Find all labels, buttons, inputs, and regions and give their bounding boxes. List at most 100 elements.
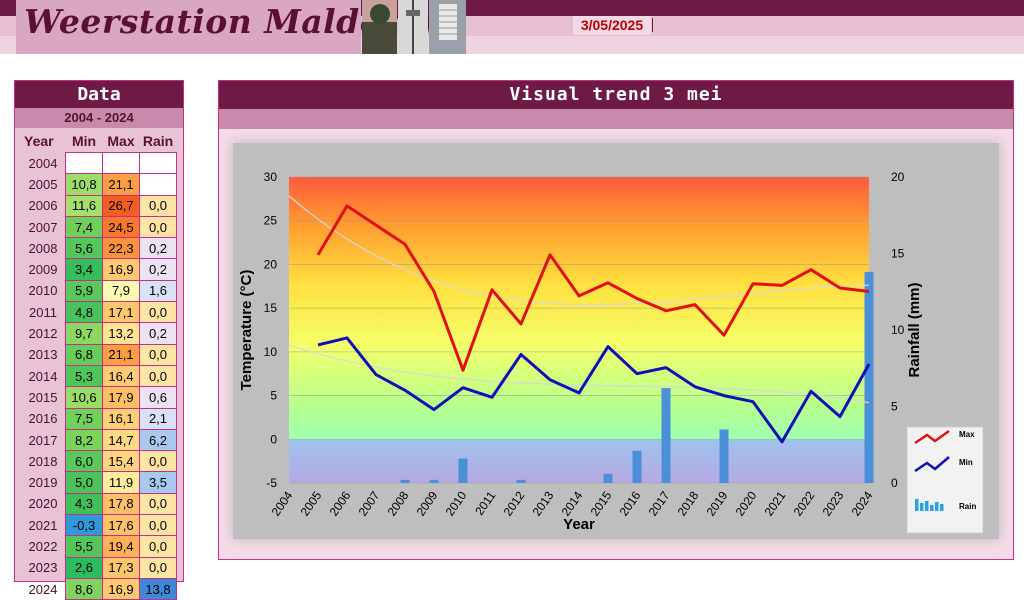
- min-cell: 7,4: [65, 215, 103, 239]
- station-photo-mast: [398, 0, 428, 54]
- rain-bar: [429, 479, 439, 483]
- year-cell: 2011: [29, 304, 57, 320]
- y2-tick-label: 5: [891, 400, 898, 414]
- table-row: 2024 8,6 16,9 13,8: [21, 577, 177, 600]
- year-cell: 2015: [28, 389, 58, 405]
- y-tick-label: 15: [264, 301, 278, 315]
- legend-max-icon: [914, 429, 950, 445]
- max-cell: 16,4: [102, 364, 140, 388]
- year-cell: 2021: [28, 517, 58, 533]
- table-row: 2010 5,9 7,9 1,6: [21, 279, 177, 303]
- min-cell: 9,7: [65, 322, 103, 345]
- min-cell: 5,3: [65, 364, 103, 388]
- rain-cell: 0,0: [139, 301, 177, 324]
- y-tick-label: 20: [264, 257, 278, 271]
- rain-cell: 2,1: [139, 407, 177, 430]
- max-cell: 14,7: [102, 428, 140, 452]
- table-row: 2008 5,6 22,3 0,2: [21, 237, 177, 260]
- rain-cell: 6,2: [139, 428, 177, 452]
- station-photo-screen: [429, 0, 466, 54]
- min-series-line: [317, 336, 871, 444]
- max-cell: 21,1: [102, 173, 140, 196]
- min-cell: 5,9: [65, 279, 103, 303]
- min-cell: 10,8: [65, 173, 103, 196]
- table-row: 2007 7,4 24,5 0,0: [21, 215, 177, 239]
- year-cell: 2023: [28, 560, 58, 576]
- table-row: 2019 5,0 11,9 3,5: [21, 471, 177, 494]
- title-box: [16, 0, 361, 54]
- year-cell: 2019: [28, 475, 58, 491]
- chart-subbar: [219, 109, 1013, 129]
- rain-cell: 0,0: [139, 215, 177, 239]
- x-axis-title: Year: [563, 516, 595, 533]
- min-cell: 10,6: [65, 386, 103, 409]
- y-tick-label: 30: [264, 170, 278, 184]
- year-cell: 2009: [28, 262, 58, 278]
- chart-title: Visual trend 3 mei: [219, 81, 1013, 109]
- min-cell: 5,0: [65, 471, 103, 494]
- rain-cell: 0,2: [139, 322, 177, 345]
- min-trendline: [288, 344, 870, 404]
- y-tick-label: 0: [270, 432, 277, 446]
- rain-cell: 0,6: [139, 386, 177, 409]
- max-cell: 26,7: [102, 194, 140, 217]
- table-row: 2021 -0,3 17,6 0,0: [21, 514, 177, 537]
- rain-bar: [864, 271, 874, 483]
- rain-bar: [458, 458, 468, 483]
- rain-bar: [603, 473, 613, 483]
- min-cell: 8,2: [65, 428, 103, 452]
- max-cell: 13,2: [102, 322, 140, 345]
- legend-box: [906, 426, 984, 534]
- current-date: 3/05/2025: [573, 16, 651, 35]
- min-cell: 5,6: [65, 237, 103, 260]
- rain-cell: 13,8: [139, 577, 177, 600]
- year-cell: 2024: [28, 581, 58, 597]
- column-header-year: Year: [24, 133, 54, 150]
- year-cell: 2014: [28, 368, 58, 384]
- legend-rain-icon-bar: [940, 504, 944, 511]
- header-divider: [652, 18, 653, 32]
- rain-bar: [719, 429, 729, 483]
- y-tick-label: 25: [264, 214, 278, 228]
- max-cell: 17,3: [102, 556, 140, 579]
- year-cell: 2012: [28, 326, 58, 342]
- max-cell: 11,9: [102, 471, 140, 494]
- max-cell: 17,1: [102, 301, 140, 324]
- data-panel-title: Data: [15, 81, 183, 108]
- y-tick-label: -5: [266, 476, 277, 490]
- year-cell: 2010: [28, 283, 58, 299]
- rain-cell: [139, 151, 177, 175]
- year-cell: 2006: [28, 198, 58, 214]
- max-cell: 24,5: [102, 215, 140, 239]
- rain-cell: 0,0: [139, 556, 177, 579]
- data-range: 2004 - 2024: [15, 108, 183, 128]
- min-cell: [65, 151, 103, 175]
- max-cell: 22,3: [102, 237, 140, 260]
- min-cell: 2,6: [65, 556, 103, 579]
- year-cell: 2008: [28, 240, 58, 256]
- table-row: 2004: [21, 151, 177, 175]
- max-cell: 19,4: [102, 535, 140, 558]
- rain-cell: [139, 173, 177, 196]
- table-row: 2011 4,8 17,1 0,0: [21, 301, 177, 324]
- legend-rain-icon-bar: [915, 499, 919, 511]
- table-row: 2014 5,3 16,4 0,0: [21, 364, 177, 388]
- legend-rain-icon-bar: [925, 501, 929, 511]
- legend-rain-icon-bar: [920, 503, 924, 511]
- y-tick-label: 10: [264, 345, 278, 359]
- column-header-max: Max: [107, 133, 135, 149]
- rain-cell: 0,0: [139, 194, 177, 217]
- table-row: 2017 8,2 14,7 6,2: [21, 428, 177, 452]
- max-series-line: [316, 204, 870, 372]
- table-row: 2009 3,4 16,9 0,2: [21, 258, 177, 281]
- legend-rain-icon-bar: [930, 505, 934, 511]
- table-row: 2016 7,5 16,1 2,1: [21, 407, 177, 430]
- table-row: 2022 5,5 19,4 0,0: [21, 535, 177, 558]
- rain-bar: [632, 450, 642, 483]
- column-header-rain: Rain: [142, 133, 174, 149]
- year-cell: 2018: [28, 453, 58, 469]
- rain-bar: [400, 479, 410, 483]
- max-trendline: [288, 195, 870, 306]
- y2-tick-label: 10: [891, 323, 905, 337]
